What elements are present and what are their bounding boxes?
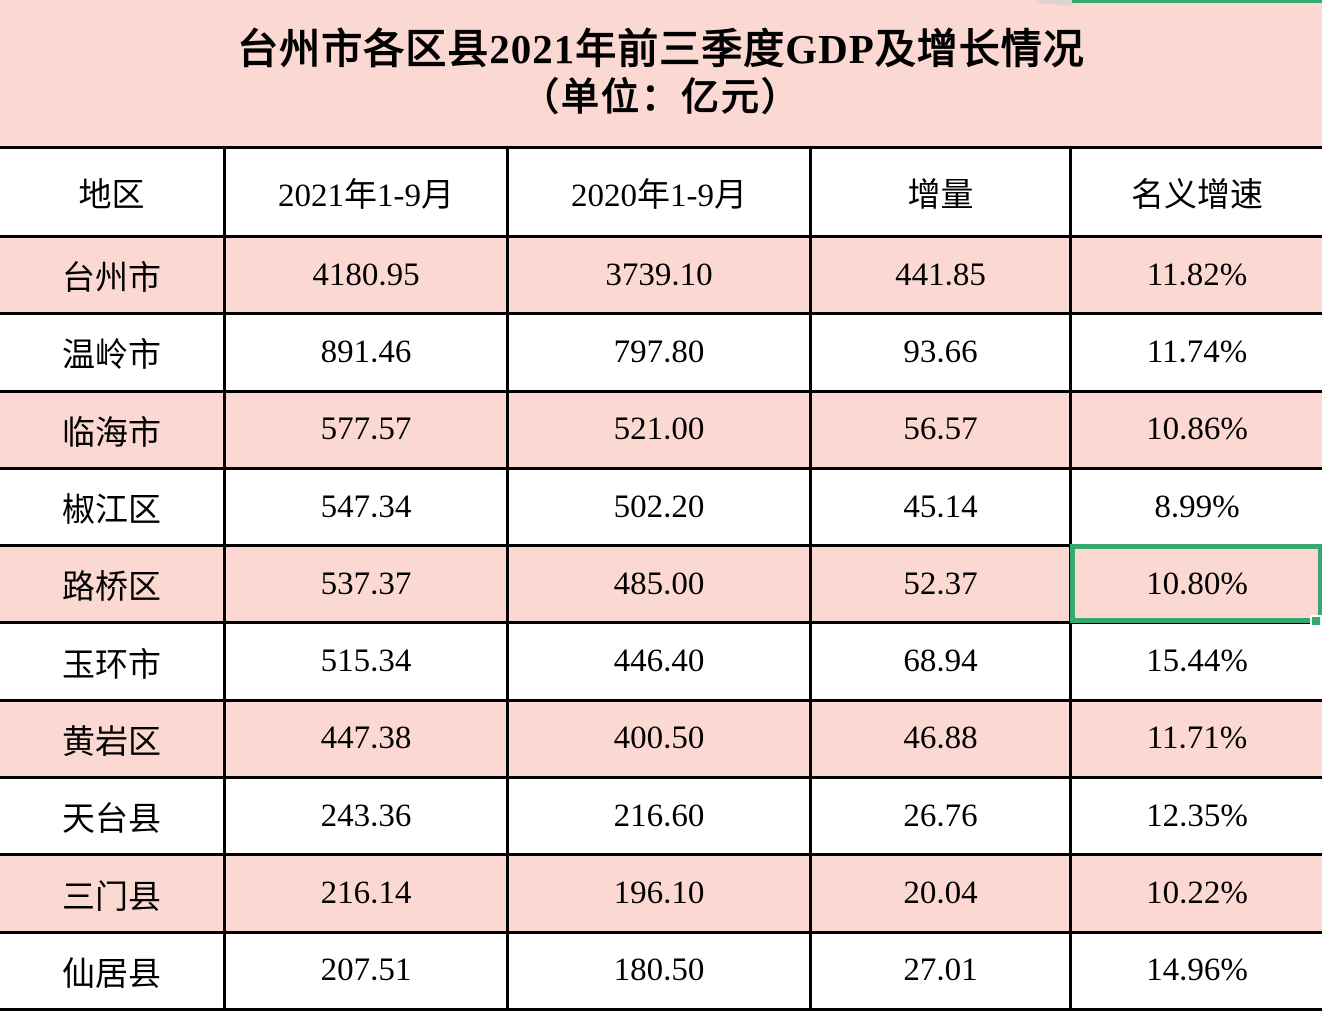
cell-region[interactable]: 玉环市 <box>0 624 226 702</box>
cell-gdp2021[interactable]: 4180.95 <box>226 238 509 316</box>
cell-growth-selected[interactable]: 10.80% <box>1070 544 1322 628</box>
cell-region[interactable]: 三门县 <box>0 856 226 934</box>
cell-gdp2020[interactable]: 400.50 <box>509 701 812 780</box>
cell-increment[interactable]: 68.94 <box>812 624 1072 702</box>
cell-region[interactable]: 临海市 <box>0 392 226 470</box>
cell-gdp2020[interactable]: 196.10 <box>509 856 812 934</box>
table-title-cell[interactable]: 台州市各区县2021年前三季度GDP及增长情况 （单位：亿元） <box>0 0 1322 146</box>
cell-gdp2020[interactable]: 216.60 <box>509 779 812 857</box>
cell-growth[interactable]: 10.22% <box>1072 856 1322 934</box>
cell-increment[interactable]: 27.01 <box>812 933 1072 1011</box>
cell-gdp2021[interactable]: 447.38 <box>226 701 509 780</box>
selection-edge-indicator <box>1072 0 1322 3</box>
cell-increment[interactable]: 441.85 <box>812 238 1072 316</box>
cell-gdp2021[interactable]: 207.51 <box>226 933 509 1011</box>
cell-increment[interactable]: 52.37 <box>812 547 1072 625</box>
column-header-gdp2020[interactable]: 2020年1-9月 <box>509 146 812 238</box>
column-header-increment[interactable]: 增量 <box>812 146 1072 238</box>
cell-gdp2021[interactable]: 891.46 <box>226 315 509 393</box>
cell-increment[interactable]: 93.66 <box>812 315 1072 393</box>
cell-region[interactable]: 台州市 <box>0 238 226 316</box>
column-header-gdp2021[interactable]: 2021年1-9月 <box>226 146 509 238</box>
column-header-growth[interactable]: 名义增速 <box>1072 146 1322 238</box>
cell-gdp2020[interactable]: 521.00 <box>509 392 812 470</box>
column-header-region[interactable]: 地区 <box>0 146 226 238</box>
cell-gdp2020[interactable]: 502.20 <box>509 469 812 548</box>
cell-increment[interactable]: 56.57 <box>812 392 1072 470</box>
cell-gdp2020[interactable]: 180.50 <box>509 933 812 1011</box>
cell-growth[interactable]: 14.96% <box>1072 933 1322 1011</box>
cell-gdp2021[interactable]: 577.57 <box>226 392 509 470</box>
cell-region[interactable]: 黄岩区 <box>0 701 226 780</box>
cell-gdp2020[interactable]: 485.00 <box>509 547 812 625</box>
cell-gdp2020[interactable]: 3739.10 <box>509 238 812 316</box>
cell-increment[interactable]: 46.88 <box>812 701 1072 780</box>
cell-growth[interactable]: 8.99% <box>1072 469 1322 548</box>
cell-region[interactable]: 仙居县 <box>0 933 226 1011</box>
data-table: 地区 2021年1-9月 2020年1-9月 增量 名义增速 台州市 4180.… <box>0 146 1322 1011</box>
page-subtitle-unit: （单位：亿元） <box>520 76 801 119</box>
mouse-cursor-fragment <box>1036 0 1080 6</box>
cell-growth[interactable]: 11.74% <box>1072 315 1322 393</box>
page-title: 台州市各区县2021年前三季度GDP及增长情况 <box>237 25 1085 72</box>
cell-growth[interactable]: 12.35% <box>1072 779 1322 857</box>
cell-growth[interactable]: 11.82% <box>1072 238 1322 316</box>
cell-region[interactable]: 温岭市 <box>0 315 226 393</box>
cell-growth[interactable]: 11.71% <box>1072 701 1322 780</box>
cell-region[interactable]: 天台县 <box>0 779 226 857</box>
cell-increment[interactable]: 20.04 <box>812 856 1072 934</box>
cell-gdp2021[interactable]: 216.14 <box>226 856 509 934</box>
cell-gdp2021[interactable]: 515.34 <box>226 624 509 702</box>
cell-region[interactable]: 椒江区 <box>0 469 226 548</box>
cell-region[interactable]: 路桥区 <box>0 547 226 625</box>
cell-gdp2021[interactable]: 537.37 <box>226 547 509 625</box>
cell-gdp2021[interactable]: 547.34 <box>226 469 509 548</box>
cell-increment[interactable]: 26.76 <box>812 779 1072 857</box>
cell-growth[interactable]: 15.44% <box>1072 624 1322 702</box>
cell-increment[interactable]: 45.14 <box>812 469 1072 548</box>
cell-growth[interactable]: 10.86% <box>1072 392 1322 470</box>
cell-gdp2020[interactable]: 446.40 <box>509 624 812 702</box>
selected-cell-value: 10.80% <box>1146 565 1248 602</box>
cell-gdp2021[interactable]: 243.36 <box>226 779 509 857</box>
cell-gdp2020[interactable]: 797.80 <box>509 315 812 393</box>
